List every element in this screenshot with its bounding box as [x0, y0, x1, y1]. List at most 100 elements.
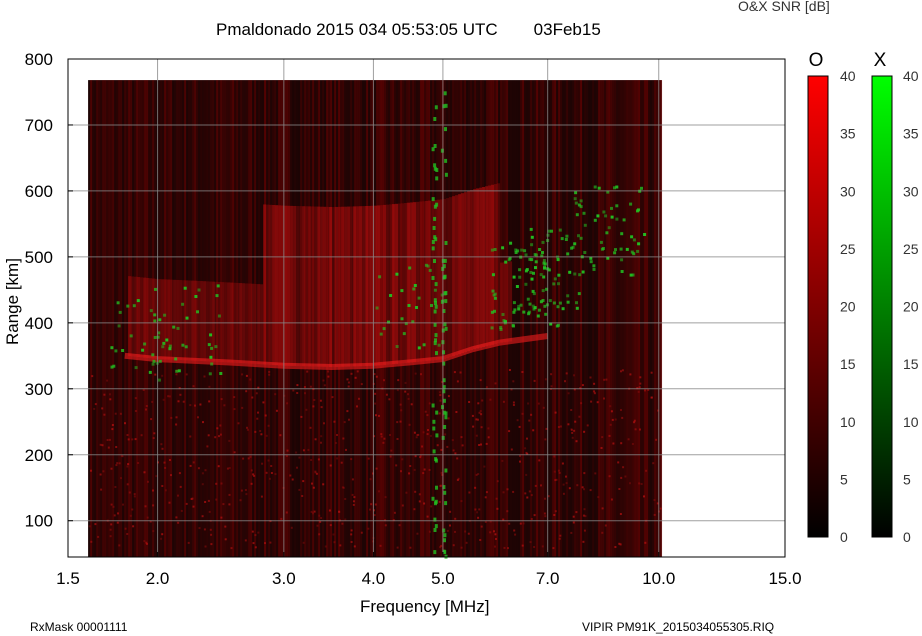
noise-stripe — [660, 80, 663, 557]
o-echo-column — [287, 205, 291, 366]
colorbar-tick-label: 10 — [903, 414, 919, 430]
x-echo-point — [593, 185, 597, 189]
o-noise-dot — [336, 434, 338, 436]
o-noise-dot — [519, 522, 522, 525]
o-noise-dot — [341, 486, 344, 489]
o-noise-dot — [608, 434, 611, 437]
o-noise-dot — [169, 459, 171, 461]
o-noise-dot — [100, 488, 103, 491]
o-echo-column — [440, 199, 444, 360]
o-noise-dot — [350, 533, 353, 536]
noise-stripe — [536, 80, 539, 557]
o-noise-dot — [154, 373, 157, 376]
x-echo-point — [404, 322, 408, 326]
x-echo-point — [110, 346, 114, 350]
noise-stripe — [96, 80, 99, 557]
o-noise-dot — [245, 493, 248, 496]
o-noise-dot — [439, 399, 442, 402]
o-noise-dot — [164, 466, 167, 469]
o-noise-dot — [388, 398, 391, 401]
o-noise-dot — [295, 451, 298, 454]
o-noise-dot — [619, 543, 622, 546]
o-echo-column — [143, 277, 147, 358]
o-noise-dot — [525, 473, 528, 476]
o-noise-dot — [119, 412, 122, 415]
o-noise-dot — [478, 444, 481, 446]
x-echo-point — [431, 147, 435, 152]
noise-stripe — [632, 80, 635, 557]
noise-stripe — [238, 80, 241, 557]
x-echo-point — [606, 256, 610, 260]
noise-stripe — [114, 80, 117, 557]
o-noise-dot — [612, 442, 615, 445]
o-echo-column — [299, 206, 303, 367]
o-noise-dot — [226, 467, 229, 470]
o-echo-column — [215, 281, 219, 362]
o-noise-dot — [261, 462, 264, 465]
o-noise-dot — [215, 482, 218, 485]
x-echo-point — [148, 370, 152, 374]
o-noise-dot — [537, 402, 540, 405]
o-noise-dot — [474, 486, 477, 489]
o-echo-column — [467, 191, 471, 352]
o-noise-dot — [305, 408, 308, 411]
o-noise-dot — [479, 539, 482, 541]
o-noise-dot — [572, 515, 575, 518]
o-echo-column — [221, 282, 225, 363]
o-noise-dot — [483, 465, 486, 468]
o-noise-dot — [542, 406, 545, 409]
o-echo-column — [491, 184, 495, 345]
o-noise-dot — [532, 429, 535, 432]
noise-stripe — [646, 80, 649, 557]
x-echo-point — [541, 289, 545, 293]
colorbar-tick-label: 5 — [903, 471, 911, 487]
noise-stripe — [224, 80, 227, 557]
x-echo-point — [443, 322, 447, 327]
noise-stripe — [436, 80, 439, 557]
o-noise-dot — [309, 385, 312, 388]
x-echo-point — [499, 326, 503, 329]
x-echo-point — [434, 524, 438, 529]
x-echo-point — [630, 235, 634, 239]
o-noise-dot — [320, 441, 322, 444]
x-echo-point — [387, 320, 390, 324]
o-noise-dot — [573, 429, 576, 432]
o-echo-column — [293, 205, 297, 366]
o-noise-dot — [137, 462, 140, 464]
noise-stripe — [388, 80, 391, 557]
x-echo-point — [434, 105, 438, 110]
o-noise-dot — [456, 457, 459, 460]
o-noise-dot — [603, 378, 606, 381]
x-echo-point — [434, 501, 437, 506]
x-echo-point — [444, 299, 448, 304]
x-echo-point — [433, 144, 437, 148]
x-echo-point — [579, 205, 583, 209]
o-noise-dot — [356, 370, 359, 373]
o-noise-dot — [485, 442, 488, 445]
o-echo-column — [428, 200, 432, 361]
x-colorbar-label: X — [874, 50, 887, 71]
x-echo-point — [553, 277, 557, 281]
x-echo-point — [561, 307, 565, 311]
o-noise-dot — [554, 411, 557, 414]
o-echo-column — [398, 203, 402, 364]
x-echo-point — [444, 468, 448, 473]
o-colorbar — [807, 75, 829, 538]
o-noise-dot — [161, 447, 164, 450]
o-noise-dot — [656, 502, 659, 505]
x-echo-point — [613, 186, 616, 190]
noise-stripe — [530, 80, 533, 557]
o-echo-column — [494, 184, 498, 345]
o-noise-dot — [385, 393, 388, 396]
o-noise-dot — [338, 510, 340, 513]
x-echo-point — [210, 346, 214, 350]
o-noise-dot — [353, 545, 356, 548]
o-noise-dot — [121, 455, 124, 458]
o-echo-column — [311, 206, 315, 367]
o-noise-dot — [152, 489, 154, 492]
o-noise-dot — [464, 530, 467, 533]
o-echo-column — [371, 205, 375, 366]
x-echo-point — [524, 282, 528, 286]
x-echo-point — [556, 258, 560, 262]
noise-stripe — [606, 80, 609, 557]
